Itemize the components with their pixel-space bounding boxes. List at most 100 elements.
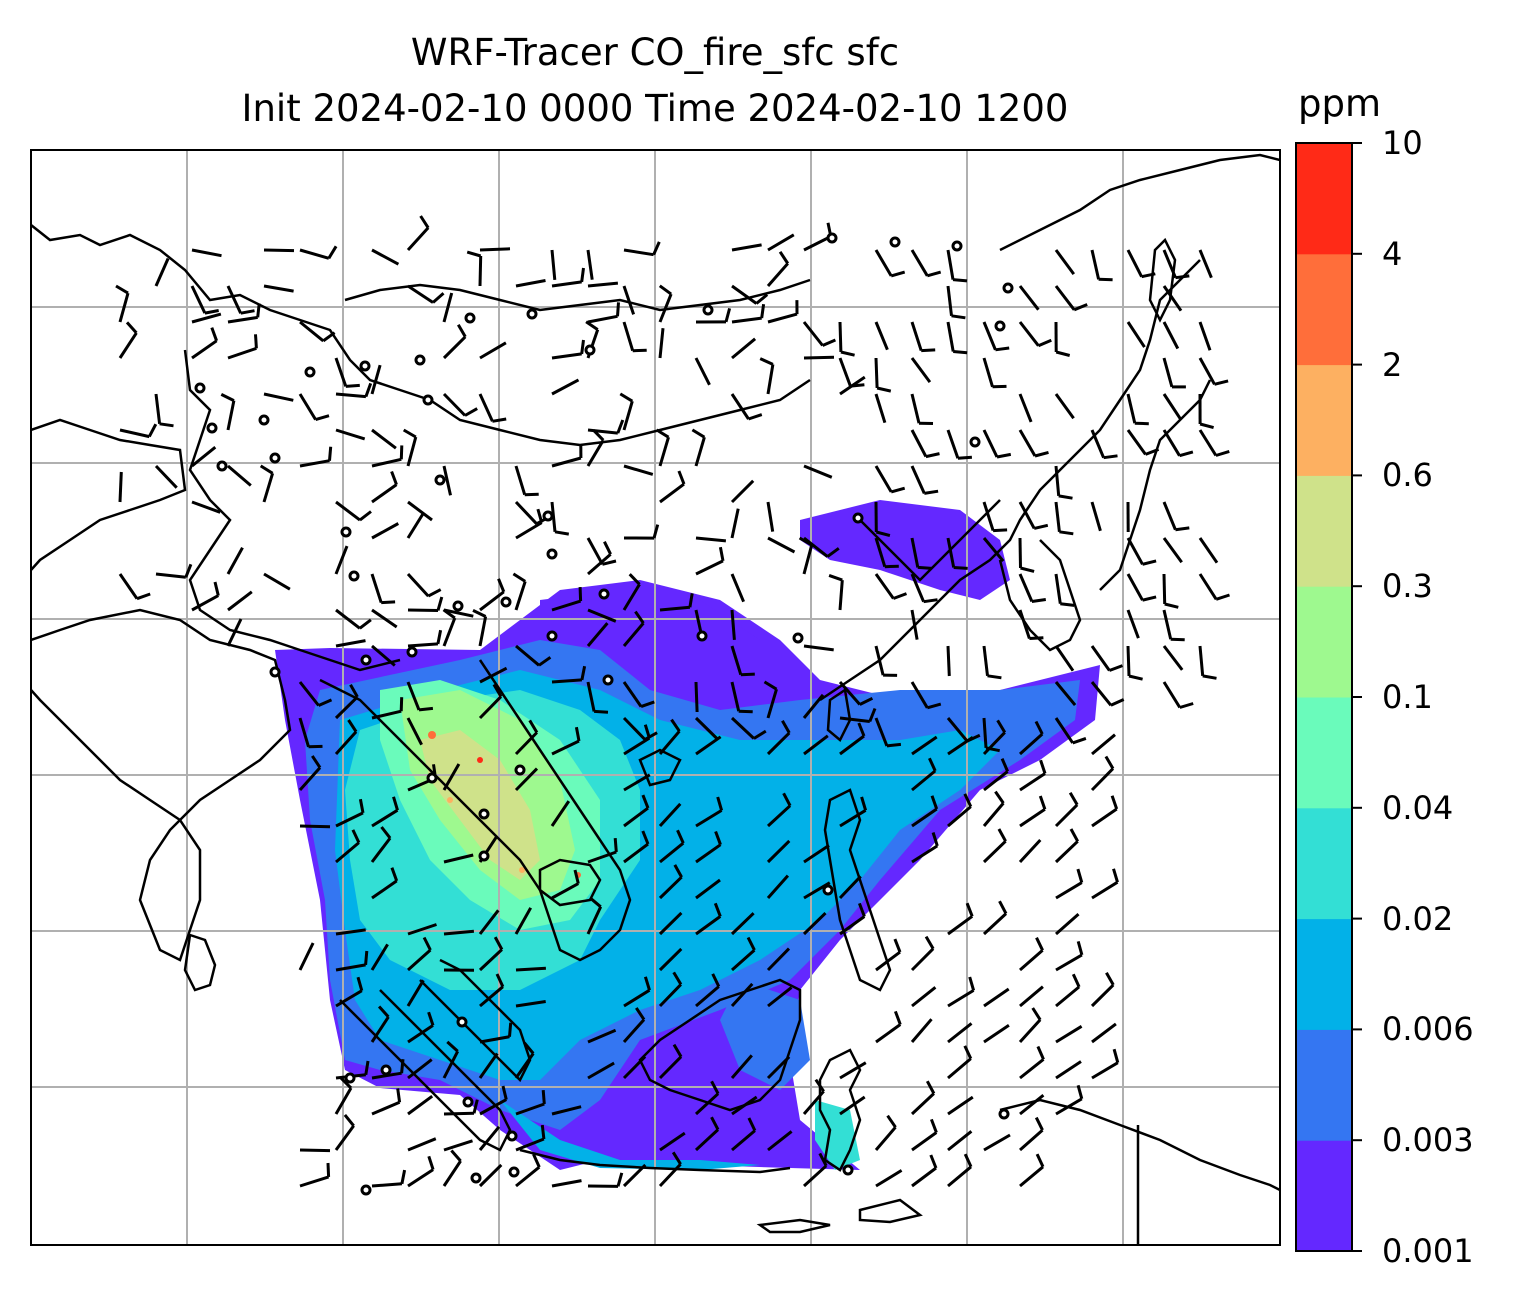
wind-barb — [910, 249, 942, 278]
co-hotspot — [428, 731, 436, 739]
wind-barb — [551, 869, 580, 900]
wind-barb — [947, 1153, 973, 1188]
wind-barb — [406, 681, 434, 712]
wind-barb — [443, 1139, 473, 1152]
wind-barb — [442, 292, 454, 323]
wind-barb — [982, 501, 1008, 533]
colorbar-segment — [1296, 1140, 1352, 1252]
wind-barb — [1054, 828, 1080, 864]
wind-barb — [335, 976, 364, 1008]
wind-barb — [623, 976, 651, 1008]
wind-barb — [479, 666, 508, 684]
wind-barb — [1126, 573, 1157, 602]
wind-barb — [622, 681, 655, 709]
wind-barb — [1162, 393, 1182, 420]
wind-barb — [946, 285, 966, 320]
wind-barb — [226, 285, 255, 315]
calm-wind-circle — [500, 596, 512, 608]
calm-wind-circle — [514, 764, 526, 776]
wind-barb — [370, 364, 382, 395]
calm-wind-circle — [340, 526, 352, 538]
wind-barb — [407, 596, 444, 612]
wind-barb — [874, 1114, 897, 1151]
wind-barb — [730, 645, 755, 677]
wind-barb — [515, 508, 544, 540]
wind-barb — [442, 465, 452, 496]
calm-wind-circle — [464, 312, 476, 324]
wind-barb — [1054, 645, 1075, 672]
wind-barb — [982, 790, 1005, 827]
wind-barb — [334, 1113, 355, 1151]
wind-barb — [478, 683, 503, 720]
coastline-korea — [998, 539, 1082, 652]
colorbar-segment — [1296, 364, 1352, 476]
coastline-russia-northeast — [999, 153, 1280, 252]
wind-barb — [334, 1077, 353, 1115]
wind-barb — [947, 1045, 973, 1080]
wind-barb — [587, 1172, 624, 1188]
wind-barb — [874, 465, 906, 494]
wind-barb — [658, 328, 665, 359]
wind-barb — [911, 1118, 938, 1152]
wind-barb — [1162, 573, 1179, 609]
wind-barb — [730, 716, 767, 740]
wind-barb — [227, 303, 261, 324]
wind-barb — [802, 912, 827, 936]
calm-wind-circle — [526, 308, 538, 320]
wind-barb — [587, 281, 619, 288]
wind-barb — [334, 545, 349, 575]
wind-barb — [263, 248, 295, 253]
wind-barb — [623, 241, 661, 257]
wind-barb — [802, 1078, 825, 1115]
wind-barb — [802, 693, 825, 719]
wind-barb — [335, 798, 365, 828]
calm-wind-circle — [359, 360, 371, 372]
wind-barb — [1162, 357, 1186, 389]
wind-barb — [443, 853, 474, 864]
wind-barb — [695, 308, 732, 324]
wind-barb — [298, 942, 315, 971]
wind-barb — [982, 719, 1007, 756]
wind-barb — [587, 1061, 615, 1080]
coastline-japan — [1099, 379, 1212, 591]
wind-barb — [839, 796, 868, 828]
wind-barb — [299, 824, 331, 829]
wind-barb — [443, 929, 475, 936]
wind-barb — [299, 245, 338, 260]
wind-barb — [1198, 357, 1229, 386]
wind-barb — [1054, 465, 1073, 500]
wind-barb — [946, 321, 968, 355]
calm-wind-circle — [426, 772, 438, 784]
calm-wind-circle — [842, 1164, 854, 1176]
wind-barb — [407, 1011, 435, 1044]
wind-barb — [982, 429, 1012, 459]
colorbar-segment — [1296, 697, 1352, 809]
wind-barb — [1126, 537, 1157, 566]
wind-barb — [766, 874, 790, 899]
wind-barb — [730, 982, 754, 1008]
wind-barb — [911, 735, 938, 756]
calm-wind-circle — [584, 344, 596, 356]
wind-barb — [623, 464, 654, 476]
wind-barb — [803, 355, 835, 360]
wind-barb — [1018, 1007, 1042, 1044]
wind-barb — [263, 284, 294, 293]
wind-barb — [874, 645, 898, 677]
wind-barb — [623, 773, 651, 792]
wind-barb — [191, 581, 220, 612]
wind-barb — [1019, 759, 1047, 792]
wind-barb — [1054, 249, 1076, 275]
calm-wind-circle — [826, 232, 838, 244]
wind-barb — [586, 537, 617, 566]
wind-barb — [334, 684, 359, 720]
wind-barb — [695, 735, 722, 756]
wind-barb — [695, 902, 722, 936]
colorbar-segment — [1296, 1029, 1352, 1141]
wind-barb — [947, 1130, 973, 1152]
wind-barb — [1018, 573, 1047, 603]
wind-barb — [263, 572, 291, 591]
wind-barb — [767, 233, 795, 252]
wind-barb — [371, 796, 399, 828]
wind-barb — [766, 947, 791, 972]
calm-wind-circle — [422, 394, 434, 406]
